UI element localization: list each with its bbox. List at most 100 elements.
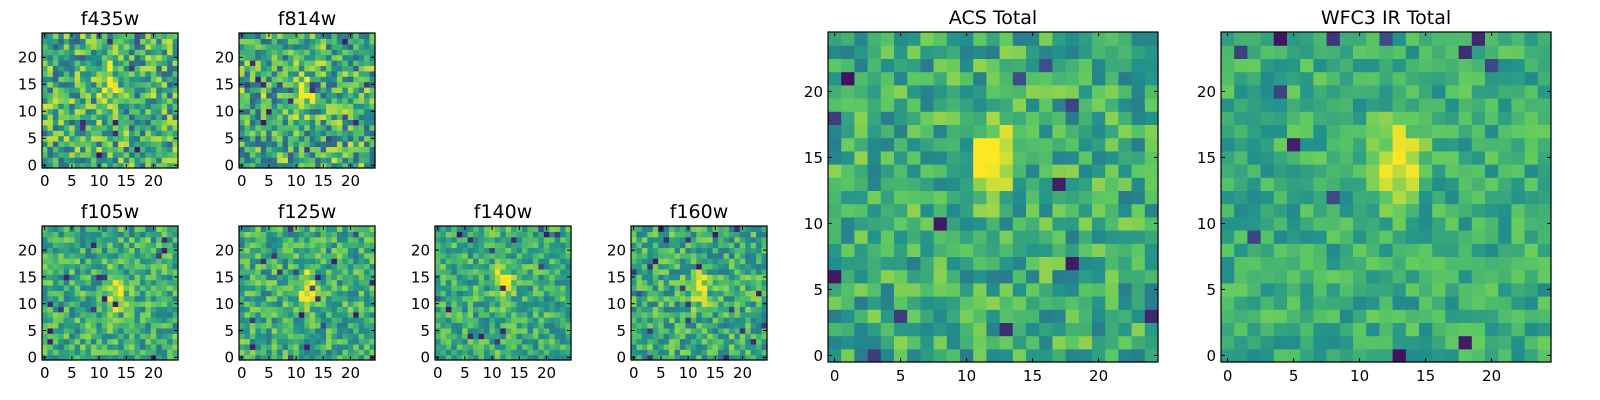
heatmap-cell: [933, 335, 948, 350]
heatmap-cell: [74, 226, 81, 232]
heatmap-cell: [150, 295, 157, 302]
heatmap-cell: [336, 130, 343, 137]
heatmap-cell: [118, 114, 125, 120]
heatmap-cell: [298, 226, 305, 232]
heatmap-cell: [1092, 190, 1106, 205]
heatmap-cell: [756, 295, 763, 302]
heatmap-cell: [287, 236, 294, 243]
heatmap-cell: [1234, 203, 1248, 218]
heatmap-cell: [1405, 309, 1420, 323]
x-tick-label: 20: [144, 364, 163, 382]
heatmap-cell: [118, 236, 125, 243]
heatmap-cell: [287, 284, 294, 291]
heatmap-cell: [80, 311, 87, 318]
heatmap-cell: [293, 114, 300, 120]
heatmap-cell: [249, 151, 256, 158]
heatmap-cell: [52, 258, 59, 265]
heatmap-cell: [347, 268, 354, 275]
heatmap-cell: [320, 97, 327, 104]
heatmap-cell: [1065, 243, 1080, 257]
heatmap-cell: [287, 49, 294, 56]
heatmap-cell: [701, 327, 708, 334]
heatmap-cell: [554, 343, 561, 350]
heatmap-cell: [1052, 216, 1067, 231]
heatmap-cell: [527, 322, 534, 329]
heatmap-cell: [58, 54, 65, 61]
heatmap-cell: [663, 268, 670, 275]
heatmap-cell: [167, 81, 174, 88]
heatmap-cell: [331, 306, 338, 313]
heatmap-cell: [282, 146, 289, 153]
heatmap-cell: [647, 284, 654, 291]
heatmap-cell: [880, 322, 895, 337]
heatmap-cell: [734, 263, 741, 270]
heatmap-cell: [249, 349, 256, 356]
heatmap-cell: [679, 327, 686, 334]
heatmap-cell: [652, 306, 659, 313]
heatmap-cell: [369, 43, 376, 50]
heatmap-cell: [266, 76, 273, 83]
heatmap-cell: [854, 84, 869, 99]
heatmap-cell: [277, 162, 284, 169]
heatmap-cell: [277, 49, 284, 56]
heatmap-cell: [663, 242, 670, 249]
heatmap-cell: [652, 236, 659, 243]
heatmap-cell: [331, 279, 338, 286]
heatmap-cell: [90, 258, 97, 265]
heatmap-cell: [867, 309, 882, 323]
heatmap-cell: [867, 58, 882, 73]
heatmap-cell: [266, 103, 273, 110]
heatmap-cell: [1471, 282, 1486, 297]
heatmap-cell: [647, 333, 654, 340]
heatmap-cell: [1366, 335, 1380, 350]
heatmap-cell: [854, 32, 869, 46]
heatmap-cell: [298, 354, 305, 361]
heatmap-cell: [685, 279, 692, 286]
heatmap-cell: [364, 65, 371, 72]
heatmap-cell: [47, 103, 54, 110]
heatmap-cell: [293, 92, 300, 99]
heatmap-cell: [494, 284, 501, 291]
heatmap-cell: [239, 284, 246, 291]
heatmap-cell: [266, 92, 273, 99]
heatmap-cell: [255, 65, 262, 72]
heatmap-cell: [933, 124, 948, 139]
heatmap-cell: [960, 190, 974, 205]
heatmap-cell: [260, 87, 267, 93]
heatmap-cell: [663, 306, 670, 313]
heatmap-cell: [326, 268, 333, 275]
heatmap-cell: [750, 349, 757, 356]
heatmap-cell: [293, 306, 300, 313]
heatmap-cell: [326, 76, 333, 83]
heatmap-cell: [669, 279, 676, 286]
heatmap-cell: [244, 146, 251, 153]
heatmap-cell: [331, 114, 338, 120]
heatmap-cell: [674, 301, 681, 307]
heatmap-cell: [161, 349, 168, 356]
heatmap-cell: [1379, 269, 1394, 284]
heatmap-cell: [58, 306, 65, 313]
heatmap-cell: [47, 306, 54, 313]
heatmap-cell: [47, 327, 54, 334]
heatmap-cell: [293, 141, 300, 147]
heatmap-cell: [336, 252, 343, 259]
heatmap-cell: [304, 87, 311, 93]
heatmap-cell: [287, 97, 294, 104]
heatmap-cell: [467, 274, 474, 281]
heatmap-cell: [986, 84, 1001, 99]
heatmap-cell: [1353, 177, 1367, 191]
heatmap-cell: [304, 274, 311, 281]
heatmap-cell: [511, 338, 518, 345]
heatmap-cell: [854, 335, 869, 350]
heatmap-cell: [309, 108, 316, 115]
heatmap-cell: [277, 349, 284, 356]
heatmap-cell: [1118, 164, 1133, 178]
heatmap-cell: [1432, 269, 1446, 284]
heatmap-cell: [139, 124, 146, 131]
heatmap-cell: [1366, 190, 1380, 205]
heatmap-cell: [631, 231, 638, 238]
heatmap-cell: [101, 151, 108, 158]
heatmap-cell: [134, 151, 141, 158]
heatmap-cell: [701, 252, 708, 259]
heatmap-cell: [320, 311, 327, 318]
